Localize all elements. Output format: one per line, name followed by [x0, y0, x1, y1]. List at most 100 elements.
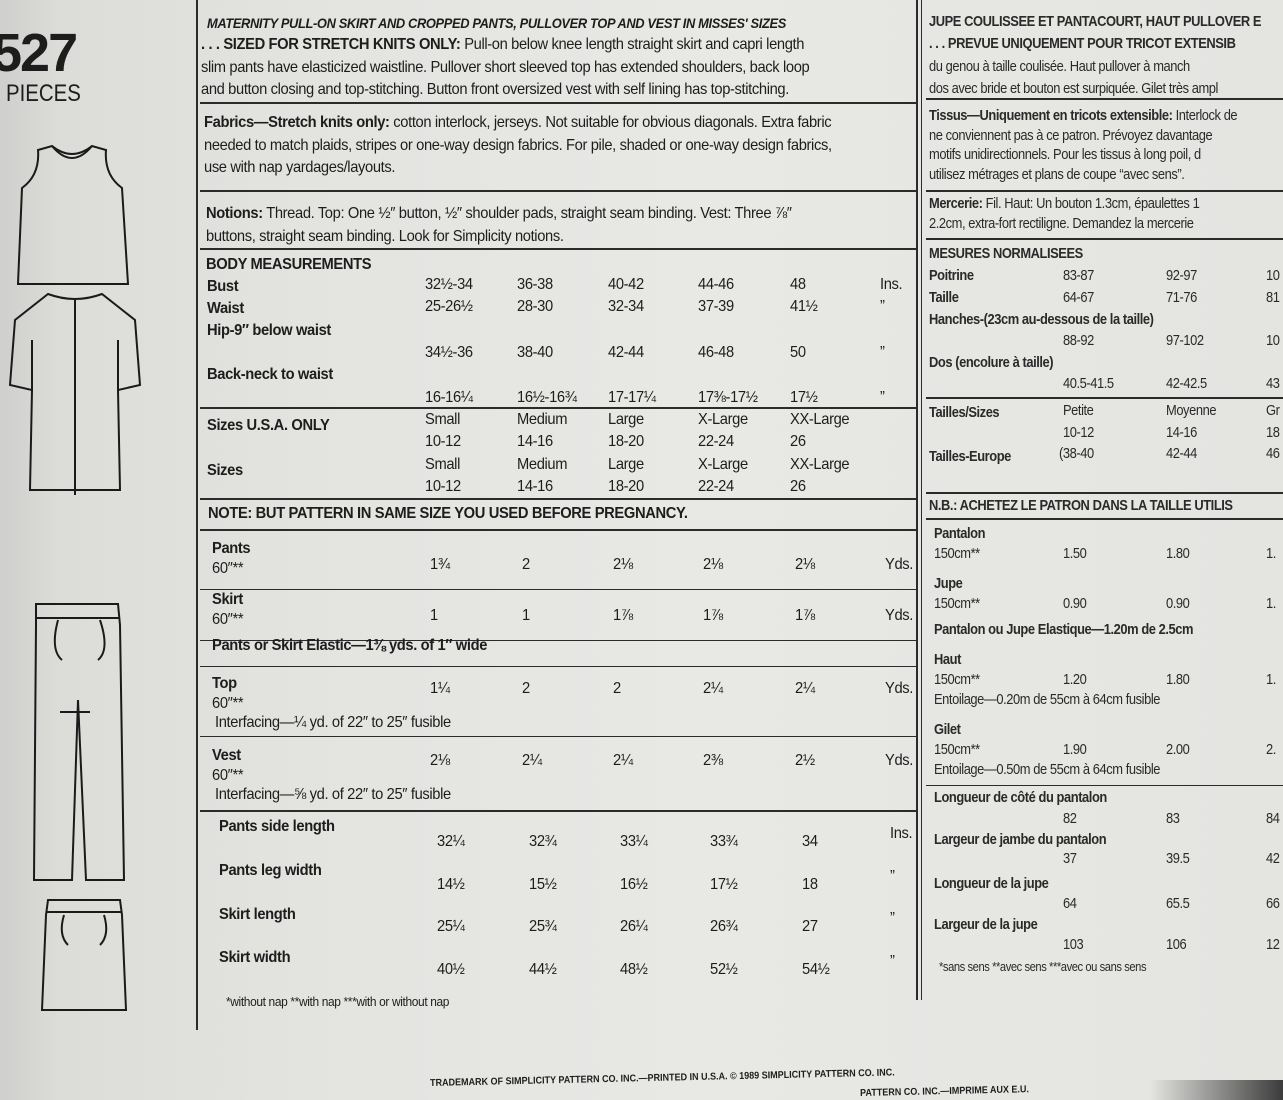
size-number: 18-20	[608, 478, 644, 495]
fabrics-line: utilisez métrages et plans de coupe “ave…	[929, 167, 1185, 182]
yardage-value: 2½	[795, 752, 815, 769]
body-row-label: Waist	[207, 300, 244, 317]
size-name: Large	[608, 456, 644, 473]
yardage-value: 2⅛	[430, 752, 450, 769]
finished-value: 26¾	[710, 918, 738, 935]
body-value: 36-38	[517, 276, 553, 293]
body-row-label: Back-neck to waist	[207, 366, 333, 383]
unit-label: Yds.	[885, 556, 913, 573]
size-number: 18	[1266, 424, 1280, 441]
notions-line-text: 2.2cm, extra-fort rectiligne. Demandez l…	[929, 215, 1194, 232]
french-instructions: JUPE COULISSEE ET PANTACOURT, HAUT PULLO…	[926, 0, 1283, 1000]
body-value: 42-42.5	[1166, 375, 1207, 392]
size-name: Large	[608, 411, 644, 428]
fabric-width: 150cm**	[934, 545, 980, 562]
yardage-value: 1.90	[1063, 741, 1087, 758]
body-row-label: Hanches-(23cm au-dessous de la taille)	[929, 311, 1154, 328]
europe-size: 46	[1266, 445, 1280, 462]
pants-illustration	[32, 603, 126, 881]
yardage-value: 2¼	[613, 752, 633, 769]
finished-label: Longueur de la jupe	[934, 875, 1049, 892]
description-line-text: dos avec bride et bouton est surpiquée. …	[929, 80, 1219, 97]
yardage-value: 2⅛	[613, 556, 633, 573]
yardage-value: 2¼	[703, 680, 723, 697]
rule	[200, 498, 916, 500]
rule	[200, 407, 916, 409]
size-name: Petite	[1063, 402, 1094, 419]
yardage-value: 0.90	[1166, 595, 1190, 612]
yardage-value: 2	[613, 680, 621, 697]
yardage-label: Pantalon	[934, 525, 986, 542]
yardage-value: 2.00	[1166, 741, 1190, 758]
size-number: 26	[790, 478, 806, 495]
description-line: and button closing and top-stitching. Bu…	[201, 82, 789, 98]
garment-illustrations	[8, 144, 142, 1011]
yardage-value: 2.	[1266, 741, 1276, 758]
english-instructions: MATERNITY PULL-ON SKIRT AND CROPPED PANT…	[200, 16, 916, 1008]
yardage-label: Haut	[934, 651, 961, 668]
finished-value: 103	[1063, 936, 1084, 953]
fabrics-line-text: ne conviennent pas à ce patron. Prévoyez…	[929, 126, 1213, 144]
sizes-row-label: Sizes U.S.A. ONLY	[207, 417, 330, 434]
finished-value: 64	[1063, 895, 1077, 912]
fabrics-line-text: use with nap yardages/layouts.	[204, 159, 396, 176]
finished-value: 65.5	[1166, 895, 1190, 912]
body-value: 92-97	[1166, 267, 1197, 284]
body-value: 83-87	[1063, 267, 1094, 284]
finished-label: Skirt length	[219, 906, 296, 923]
description-line: slim pants have elasticized waistline. P…	[201, 58, 810, 76]
size-name: Moyenne	[1166, 402, 1217, 419]
envelope-edge	[1150, 1080, 1283, 1100]
fabric-width: 60″**	[212, 611, 244, 628]
yardage-value: 1	[430, 607, 438, 624]
sizes-row-label: Sizes	[207, 462, 243, 479]
fabrics-line: needed to match plaids, stripes or one-w…	[204, 137, 832, 154]
column-divider	[916, 0, 918, 1000]
size-number: 10-12	[1063, 424, 1094, 441]
yardage-value: 1.	[1266, 671, 1276, 688]
size-name: XX-Large	[790, 411, 850, 428]
finished-value: 66	[1266, 895, 1280, 912]
finished-value: 12	[1266, 936, 1280, 953]
finished-value: 52½	[710, 961, 738, 978]
yardage-value: 2¼	[795, 680, 815, 697]
body-value: 71-76	[1166, 289, 1197, 306]
unit-label: ”	[890, 910, 895, 927]
finished-value: 16½	[620, 876, 648, 893]
fabrics-line: motifs unidirectionnels. Pour les tissus…	[929, 147, 1201, 162]
yardage-value: 2	[522, 680, 530, 697]
skirt-illustration	[40, 899, 128, 1011]
rule	[200, 190, 916, 192]
body-value: 17-17¼	[608, 389, 656, 406]
europe-size: (38-40	[1059, 445, 1094, 462]
body-value: 97-102	[1166, 332, 1204, 349]
description-line-text: slim pants have elasticized waistline. P…	[201, 58, 810, 76]
size-name: XX-Large	[790, 456, 850, 473]
fabric-width: 60″**	[212, 767, 244, 784]
fabrics-line-text: cotton interlock, jerseys. Not suitable …	[389, 114, 832, 131]
title-line: JUPE COULISSEE ET PANTACOURT, HAUT PULLO…	[929, 13, 1262, 30]
interfacing-note: Entoilage—0.50m de 55cm à 64cm fusible	[934, 761, 1161, 778]
unit-label: Yds.	[885, 752, 913, 769]
yardage-value: 1⅞	[795, 607, 815, 624]
finished-value: 44½	[529, 961, 557, 978]
interfacing-note: Interfacing—⅝ yd. of 22″ to 25″ fusible	[215, 786, 451, 803]
row-rule	[200, 666, 916, 667]
description-line: . . . PREVUE UNIQUEMENT POUR TRICOT EXTE…	[929, 36, 1236, 51]
unit-label: ”	[890, 868, 895, 885]
finished-value: 25¾	[529, 918, 557, 935]
fabrics-line: Tissus—Uniquement en tricots extensible:…	[929, 108, 1238, 123]
fabric-width: 60″**	[212, 695, 244, 712]
europe-size: 42-44	[1166, 445, 1197, 462]
body-row-label: Bust	[207, 278, 239, 295]
notions-line: Mercerie: Fil. Haut: Un bouton 1.3cm, ép…	[929, 196, 1200, 211]
body-value: 37-39	[698, 298, 734, 315]
pregnancy-note: NOTE: BUT PATTERN IN SAME SIZE YOU USED …	[208, 505, 688, 522]
rule	[926, 518, 1283, 520]
europe-sizes-label: Tailles-Europe	[929, 448, 1011, 465]
finished-value: 83	[1166, 810, 1180, 827]
finished-value: 82	[1063, 810, 1077, 827]
body-measurements-title: BODY MEASUREMENTS	[206, 256, 372, 273]
size-number: 22-24	[698, 478, 734, 495]
finished-value: 54½	[802, 961, 830, 978]
